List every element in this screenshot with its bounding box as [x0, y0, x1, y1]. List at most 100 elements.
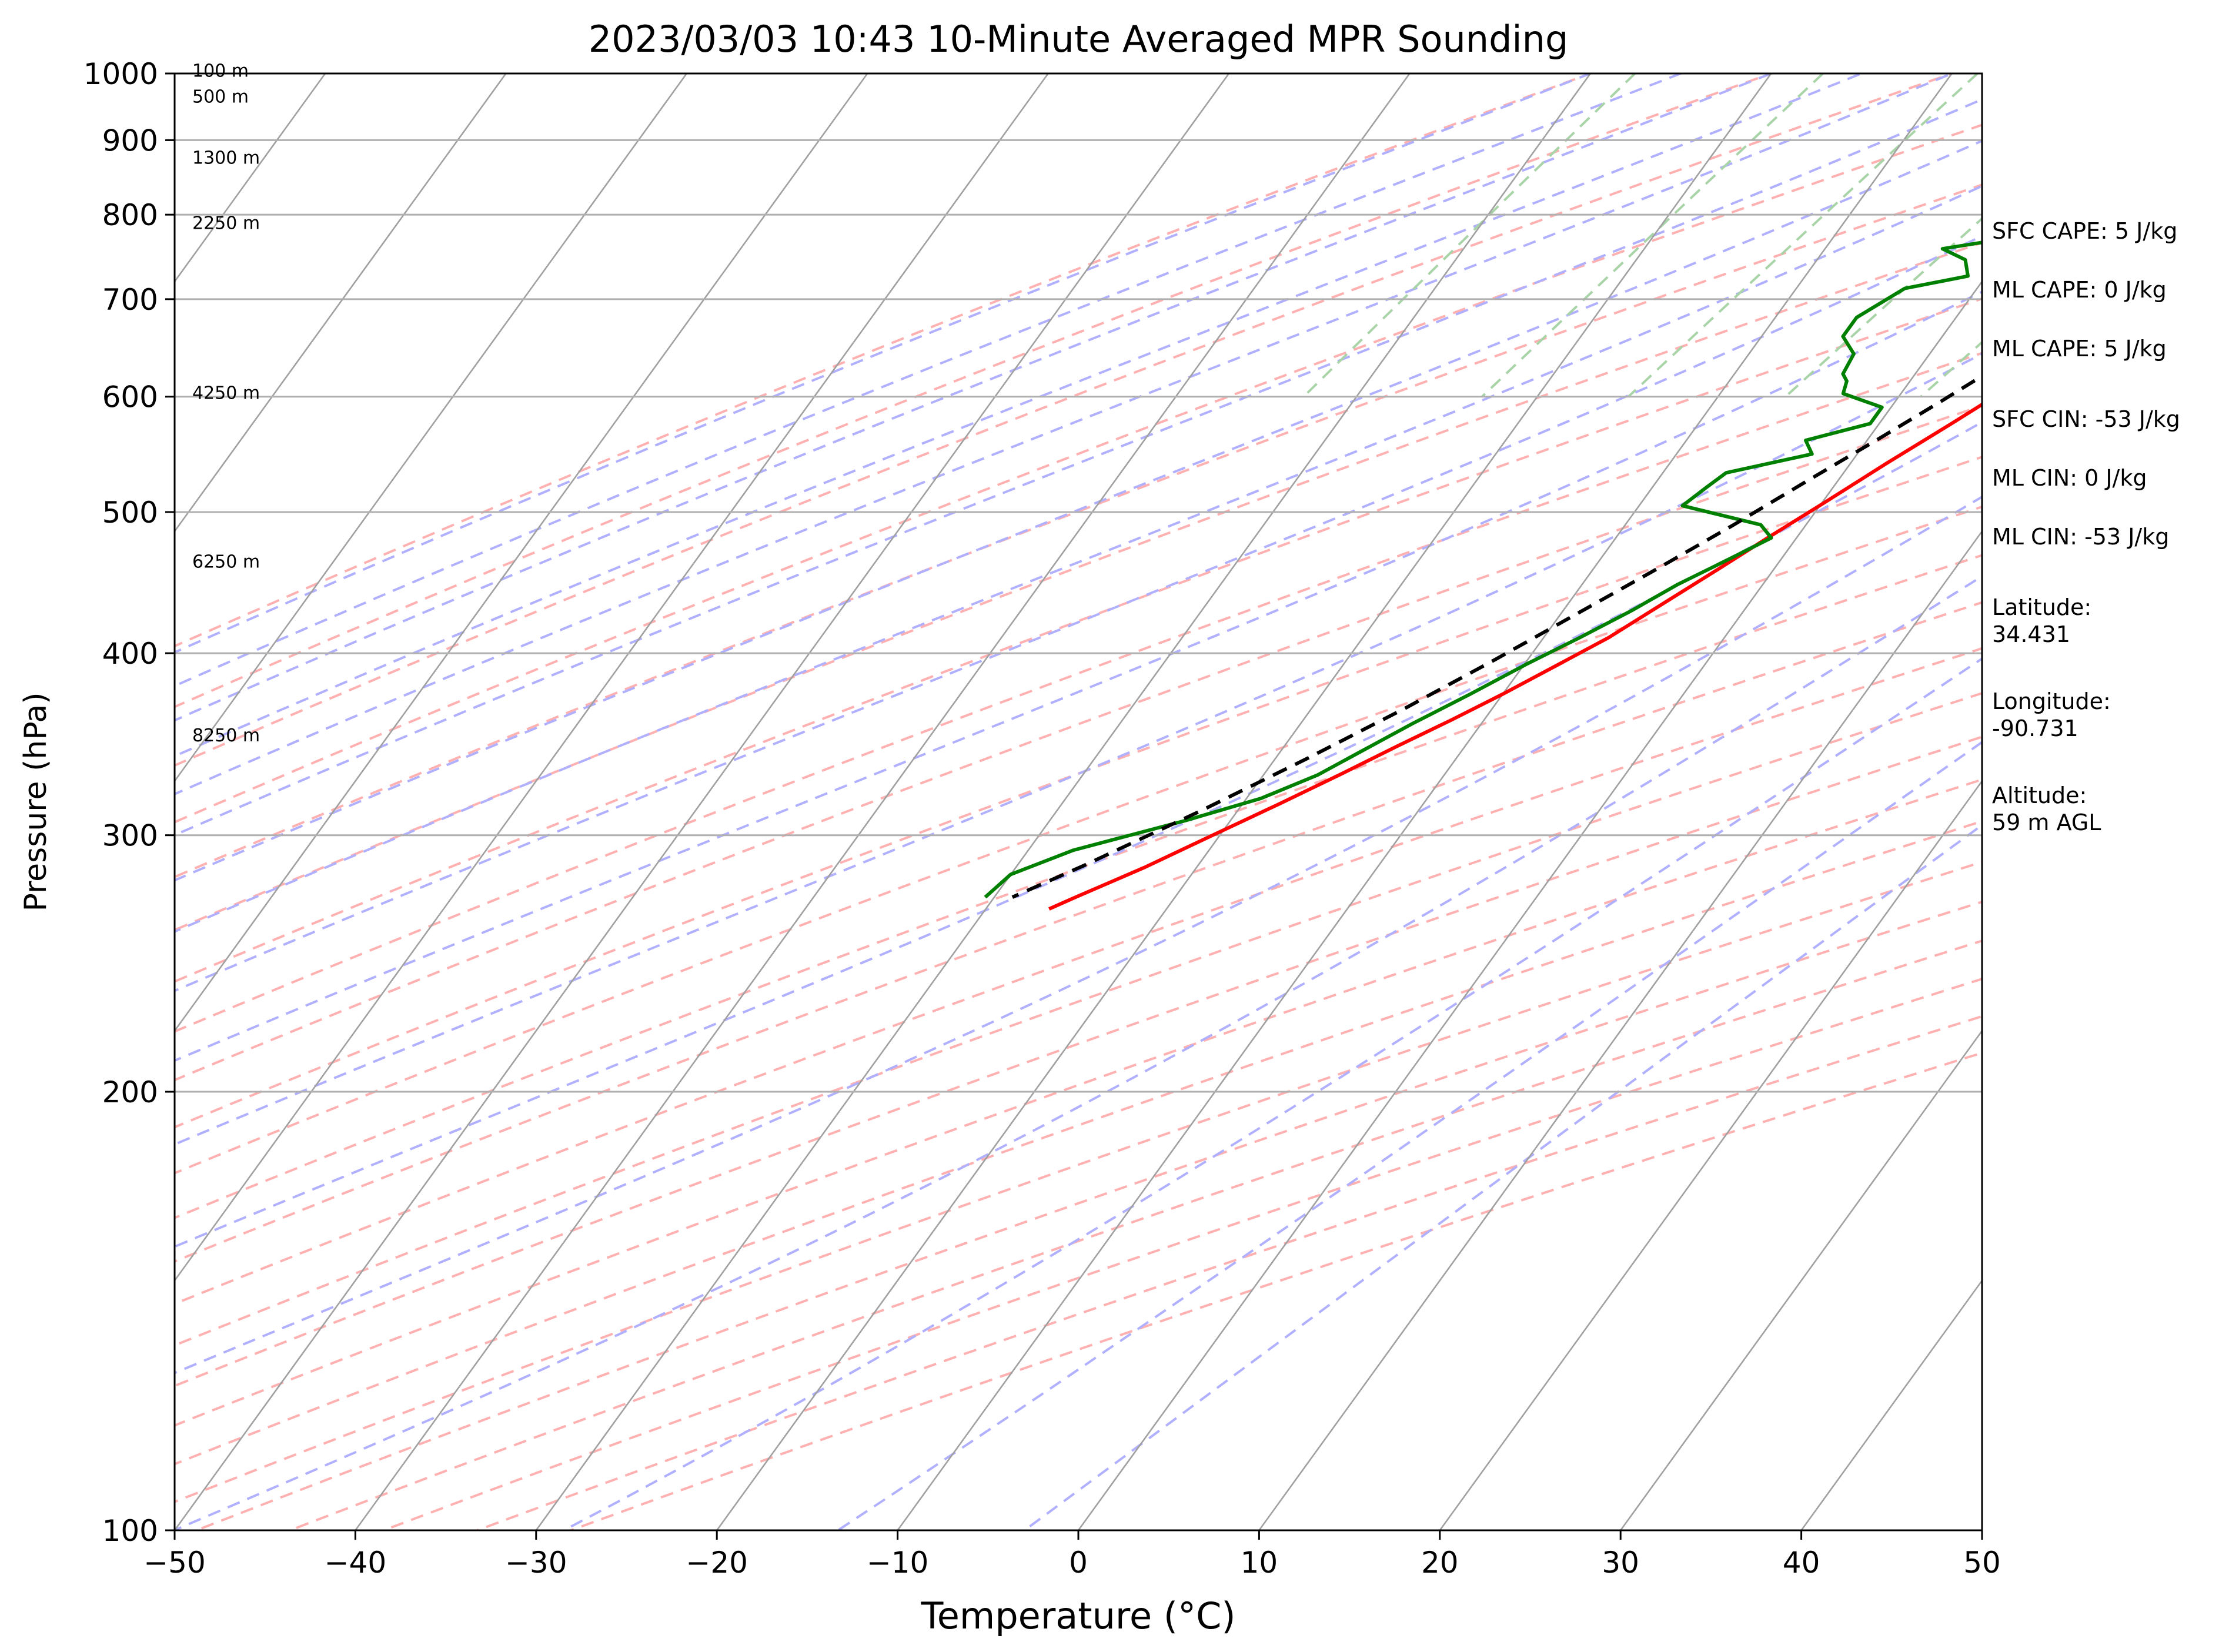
- y-tick-label: 200: [102, 1075, 158, 1109]
- y-tick-label: 300: [102, 819, 158, 853]
- isotherm-line: [1800, 1279, 1982, 1530]
- parcel-profile-line: [1011, 374, 1982, 899]
- moist-adiabat-line: [175, 352, 1982, 1146]
- dry-adiabat-line: [175, 183, 1982, 878]
- dry-adiabat-line: [474, 1015, 1982, 1530]
- ml-cin-second-text: ML CIN: -53 J/kg: [1992, 524, 2170, 550]
- moist-adiabat-line: [175, 98, 1982, 837]
- x-tick-label: −20: [686, 1546, 748, 1580]
- y-axis-label: Pressure (hPa): [18, 693, 54, 912]
- dry-adiabat-line: [175, 73, 1956, 767]
- moist-adiabat-line: [175, 495, 1982, 1375]
- dry-adiabat-line: [175, 352, 1982, 1033]
- mixing-ratio-line: [1481, 73, 1824, 398]
- dry-adiabat-line: [175, 554, 1982, 1219]
- height-label: 1300 m: [192, 148, 260, 169]
- y-tick-label: 600: [102, 380, 158, 414]
- moist-adiabat-line: [175, 73, 1865, 758]
- x-tick-label: −30: [505, 1546, 567, 1580]
- dewpoint-profile-line: [984, 240, 1982, 899]
- x-tick-label: −10: [867, 1546, 929, 1580]
- isotherm-line: [175, 73, 507, 533]
- latitude-value: 34.431: [1992, 621, 2070, 647]
- isotherm-line: [2139, 42, 2229, 1563]
- isotherm-line: [354, 73, 1411, 1530]
- moist-adiabat-line: [175, 73, 1774, 722]
- moist-adiabat-line: [175, 185, 1982, 933]
- y-tick-label: 500: [102, 496, 158, 530]
- ml-cin-text: ML CIN: 0 J/kg: [1992, 465, 2147, 491]
- dry-adiabat-line: [175, 297, 1982, 983]
- x-tick-label: −40: [325, 1546, 387, 1580]
- sfc-cape-text: SFC CAPE: 5 J/kg: [1992, 218, 2178, 244]
- x-tick-label: 10: [1241, 1546, 1278, 1580]
- isotherm-line: [175, 73, 688, 782]
- mixing-ratio-line: [1784, 217, 1982, 398]
- isotherm-line: [175, 73, 868, 1032]
- isotherm-line: [1619, 1029, 1982, 1530]
- height-label: 4250 m: [192, 383, 260, 403]
- moist-adiabat-line: [175, 139, 1982, 882]
- moist-adiabat-line: [175, 235, 1982, 992]
- moist-adiabat-line: [1024, 823, 1982, 1530]
- moist-adiabat-line: [175, 73, 1955, 795]
- height-label: 6250 m: [192, 551, 260, 572]
- longitude-value: -90.731: [1992, 715, 2078, 741]
- moist-adiabat-line: [175, 420, 1982, 1248]
- temperature-profile-line: [1048, 402, 1982, 911]
- isotherm-line: [896, 73, 1953, 1530]
- dry-adiabat-line: [175, 778, 1982, 1427]
- isotherm-line: [1439, 780, 1982, 1530]
- mixing-ratio-line: [1302, 73, 1636, 398]
- isotherm-line: [1077, 280, 1982, 1530]
- height-label: 500 m: [192, 87, 249, 108]
- sfc-cin-text: SFC CIN: -53 J/kg: [1992, 406, 2180, 432]
- dry-adiabat-line: [175, 691, 1982, 1347]
- height-label: 2250 m: [192, 213, 260, 234]
- moist-adiabat-line: [175, 290, 1982, 1062]
- x-tick-label: 0: [1069, 1546, 1088, 1580]
- altitude-label: Altitude:: [1992, 782, 2087, 808]
- isotherm-line: [175, 73, 1050, 1282]
- y-tick-label: 100: [102, 1514, 158, 1548]
- dry-adiabat-line: [175, 505, 1982, 1175]
- dry-adiabat-line: [175, 735, 1982, 1387]
- x-axis-label: Temperature (°C): [920, 1594, 1235, 1637]
- dry-adiabat-line: [193, 900, 1982, 1530]
- dry-adiabat-line: [175, 241, 1982, 932]
- dry-adiabat-line: [175, 73, 1775, 708]
- plot-frame: [173, 72, 1983, 1531]
- y-tick-label: 800: [102, 198, 158, 232]
- y-tick-label: 700: [102, 283, 158, 317]
- x-tick-label: 20: [1421, 1546, 1459, 1580]
- x-tick-label: 30: [1602, 1546, 1639, 1580]
- height-label: 8250 m: [192, 725, 260, 746]
- x-tick-label: 50: [1963, 1546, 2001, 1580]
- moist-adiabat-line: [175, 73, 1685, 688]
- isotherm-line: [1258, 530, 1982, 1530]
- moist-adiabat-line: [175, 73, 1594, 654]
- ml-cape-second-text: ML CAPE: 5 J/kg: [1992, 336, 2167, 362]
- y-tick-label: 900: [102, 123, 158, 158]
- isotherm-line: [175, 73, 1230, 1530]
- ml-cape-text: ML CAPE: 0 J/kg: [1992, 277, 2167, 303]
- chart-title: 2023/03/03 10:43 10-Minute Averaged MPR …: [589, 18, 1569, 61]
- x-tick-label: −50: [143, 1546, 206, 1580]
- y-tick-label: 400: [102, 637, 158, 671]
- isotherm-line: [535, 73, 1592, 1530]
- dry-adiabat-line: [175, 404, 1982, 1082]
- y-tick-label: 1000: [83, 57, 158, 91]
- mixing-ratio-line: [1628, 73, 1979, 398]
- moist-adiabat-line: [563, 657, 1982, 1530]
- latitude-label: Latitude:: [1992, 594, 2092, 620]
- x-tick-label: 40: [1783, 1546, 1820, 1580]
- dry-adiabat-line: [175, 73, 1594, 648]
- dry-adiabat-line: [175, 861, 1982, 1503]
- dry-adiabat-line: [175, 123, 1982, 824]
- height-label: 100 m: [192, 61, 249, 81]
- altitude-value: 59 m AGL: [1992, 810, 2101, 835]
- longitude-label: Longitude:: [1992, 688, 2111, 714]
- dry-adiabat-line: [380, 978, 1982, 1530]
- moist-adiabat-line: [837, 740, 1982, 1530]
